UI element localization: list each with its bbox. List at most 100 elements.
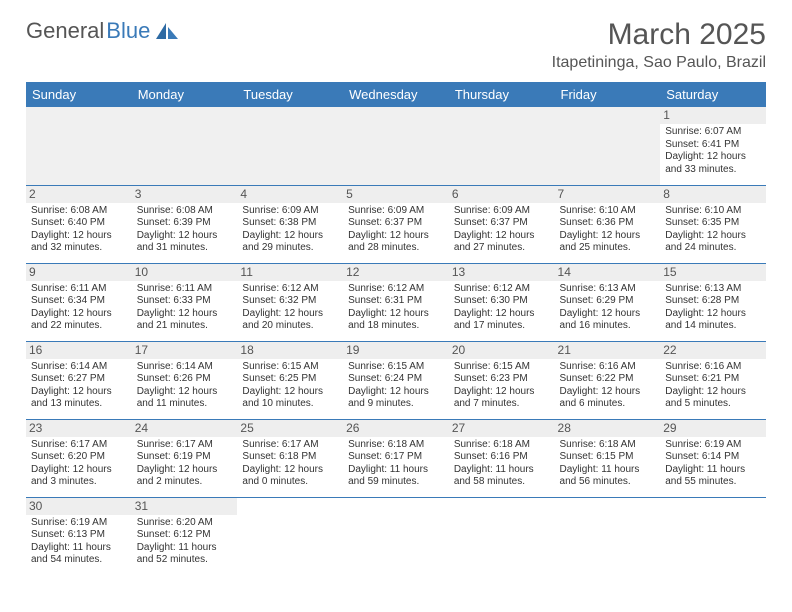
- day-number: 23: [26, 420, 132, 437]
- day-info: Sunrise: 6:08 AMSunset: 6:40 PMDaylight:…: [30, 205, 128, 255]
- day-info: Sunrise: 6:11 AMSunset: 6:34 PMDaylight:…: [30, 283, 128, 333]
- daylight-text: Daylight: 12 hours and 28 minutes.: [348, 230, 444, 255]
- location: Itapetininga, Sao Paulo, Brazil: [552, 54, 766, 72]
- sunset-text: Sunset: 6:15 PM: [560, 451, 656, 464]
- sunset-text: Sunset: 6:21 PM: [665, 373, 761, 386]
- day-number: 26: [343, 420, 449, 437]
- sunrise-text: Sunrise: 6:18 AM: [348, 439, 444, 452]
- daylight-text: Daylight: 12 hours and 25 minutes.: [560, 230, 656, 255]
- weekday-header: Sunday: [26, 82, 132, 107]
- sunrise-text: Sunrise: 6:19 AM: [665, 439, 761, 452]
- day-number: 19: [343, 342, 449, 359]
- sunset-text: Sunset: 6:22 PM: [560, 373, 656, 386]
- daylight-text: Daylight: 11 hours and 52 minutes.: [137, 542, 233, 567]
- day-info: Sunrise: 6:08 AMSunset: 6:39 PMDaylight:…: [136, 205, 234, 255]
- sunset-text: Sunset: 6:32 PM: [242, 295, 338, 308]
- day-number: 16: [26, 342, 132, 359]
- daylight-text: Daylight: 11 hours and 59 minutes.: [348, 464, 444, 489]
- daylight-text: Daylight: 12 hours and 11 minutes.: [137, 386, 233, 411]
- sunset-text: Sunset: 6:33 PM: [137, 295, 233, 308]
- daylight-text: Daylight: 12 hours and 0 minutes.: [242, 464, 338, 489]
- calendar-cell: [343, 497, 449, 575]
- day-info: Sunrise: 6:15 AMSunset: 6:25 PMDaylight:…: [241, 361, 339, 411]
- day-number: 1: [660, 107, 766, 124]
- calendar-cell: 20Sunrise: 6:15 AMSunset: 6:23 PMDayligh…: [449, 341, 555, 419]
- calendar-cell: [343, 107, 449, 185]
- sunrise-text: Sunrise: 6:14 AM: [137, 361, 233, 374]
- day-number: 14: [555, 264, 661, 281]
- day-number: 20: [449, 342, 555, 359]
- calendar-cell: 7Sunrise: 6:10 AMSunset: 6:36 PMDaylight…: [555, 185, 661, 263]
- calendar-cell: 6Sunrise: 6:09 AMSunset: 6:37 PMDaylight…: [449, 185, 555, 263]
- calendar-cell: 18Sunrise: 6:15 AMSunset: 6:25 PMDayligh…: [237, 341, 343, 419]
- sunrise-text: Sunrise: 6:20 AM: [137, 517, 233, 530]
- sunset-text: Sunset: 6:30 PM: [454, 295, 550, 308]
- day-info: Sunrise: 6:10 AMSunset: 6:36 PMDaylight:…: [559, 205, 657, 255]
- calendar-cell: [237, 107, 343, 185]
- calendar-table: Sunday Monday Tuesday Wednesday Thursday…: [26, 82, 766, 575]
- day-info: Sunrise: 6:12 AMSunset: 6:32 PMDaylight:…: [241, 283, 339, 333]
- calendar-cell: 22 Sunrise: 6:16 AMSunset: 6:21 PMDayligh…: [660, 341, 766, 419]
- calendar-cell: 5Sunrise: 6:09 AMSunset: 6:37 PMDaylight…: [343, 185, 449, 263]
- sunset-text: Sunset: 6:19 PM: [137, 451, 233, 464]
- day-info: Sunrise: 6:16 AMSunset: 6:21 PMDaylight:…: [664, 361, 762, 411]
- day-info: Sunrise: 6:18 AMSunset: 6:16 PMDaylight:…: [453, 439, 551, 489]
- day-number: 6: [449, 186, 555, 203]
- sunset-text: Sunset: 6:36 PM: [560, 217, 656, 230]
- weekday-header-row: Sunday Monday Tuesday Wednesday Thursday…: [26, 82, 766, 107]
- logo-text-1: General: [26, 18, 104, 44]
- day-info: Sunrise: 6:10 AMSunset: 6:35 PMDaylight:…: [664, 205, 762, 255]
- day-number: 17: [132, 342, 238, 359]
- daylight-text: Daylight: 12 hours and 16 minutes.: [560, 308, 656, 333]
- sunset-text: Sunset: 6:23 PM: [454, 373, 550, 386]
- calendar-cell: 15Sunrise: 6:13 AMSunset: 6:28 PMDayligh…: [660, 263, 766, 341]
- weekday-header: Saturday: [660, 82, 766, 107]
- calendar-cell: 29Sunrise: 6:19 AMSunset: 6:14 PMDayligh…: [660, 419, 766, 497]
- day-number: 29: [660, 420, 766, 437]
- sunset-text: Sunset: 6:26 PM: [137, 373, 233, 386]
- calendar-week-row: 1Sunrise: 6:07 AMSunset: 6:41 PMDaylight…: [26, 107, 766, 185]
- daylight-text: Daylight: 12 hours and 13 minutes.: [31, 386, 127, 411]
- day-number: 13: [449, 264, 555, 281]
- daylight-text: Daylight: 11 hours and 55 minutes.: [665, 464, 761, 489]
- calendar-cell: 12Sunrise: 6:12 AMSunset: 6:31 PMDayligh…: [343, 263, 449, 341]
- calendar-week-row: 9Sunrise: 6:11 AMSunset: 6:34 PMDaylight…: [26, 263, 766, 341]
- calendar-cell: 23Sunrise: 6:17 AMSunset: 6:20 PMDayligh…: [26, 419, 132, 497]
- day-info: Sunrise: 6:09 AMSunset: 6:37 PMDaylight:…: [347, 205, 445, 255]
- day-number: 27: [449, 420, 555, 437]
- sunrise-text: Sunrise: 6:09 AM: [242, 205, 338, 218]
- sunrise-text: Sunrise: 6:17 AM: [31, 439, 127, 452]
- sunset-text: Sunset: 6:17 PM: [348, 451, 444, 464]
- sunrise-text: Sunrise: 6:11 AM: [31, 283, 127, 296]
- sunset-text: Sunset: 6:38 PM: [242, 217, 338, 230]
- month-title: March 2025: [552, 18, 766, 52]
- sunrise-text: Sunrise: 6:18 AM: [454, 439, 550, 452]
- day-number: 22: [660, 342, 766, 359]
- calendar-cell: 30Sunrise: 6:19 AMSunset: 6:13 PMDayligh…: [26, 497, 132, 575]
- daylight-text: Daylight: 12 hours and 18 minutes.: [348, 308, 444, 333]
- day-info: Sunrise: 6:16 AMSunset: 6:22 PMDaylight:…: [559, 361, 657, 411]
- calendar-cell: [449, 497, 555, 575]
- sunset-text: Sunset: 6:24 PM: [348, 373, 444, 386]
- sunset-text: Sunset: 6:16 PM: [454, 451, 550, 464]
- calendar-body: 1Sunrise: 6:07 AMSunset: 6:41 PMDaylight…: [26, 107, 766, 575]
- sunrise-text: Sunrise: 6:18 AM: [560, 439, 656, 452]
- calendar-cell: 8Sunrise: 6:10 AMSunset: 6:35 PMDaylight…: [660, 185, 766, 263]
- sunrise-text: Sunrise: 6:13 AM: [665, 283, 761, 296]
- day-info: Sunrise: 6:17 AMSunset: 6:18 PMDaylight:…: [241, 439, 339, 489]
- calendar-cell: 31Sunrise: 6:20 AMSunset: 6:12 PMDayligh…: [132, 497, 238, 575]
- calendar-cell: 21Sunrise: 6:16 AMSunset: 6:22 PMDayligh…: [555, 341, 661, 419]
- daylight-text: Daylight: 12 hours and 33 minutes.: [665, 151, 761, 176]
- sunset-text: Sunset: 6:20 PM: [31, 451, 127, 464]
- day-number: 10: [132, 264, 238, 281]
- daylight-text: Daylight: 12 hours and 20 minutes.: [242, 308, 338, 333]
- calendar-week-row: 23 Sunrise: 6:17 AMSunset: 6:20 PM Dayligh…: [26, 419, 766, 497]
- sunrise-text: Sunrise: 6:08 AM: [31, 205, 127, 218]
- day-number: 25: [237, 420, 343, 437]
- sunrise-text: Sunrise: 6:08 AM: [137, 205, 233, 218]
- sunset-text: Sunset: 6:29 PM: [560, 295, 656, 308]
- sunrise-text: Sunrise: 6:10 AM: [560, 205, 656, 218]
- daylight-text: Daylight: 12 hours and 14 minutes.: [665, 308, 761, 333]
- sunrise-text: Sunrise: 6:16 AM: [665, 361, 761, 374]
- day-info: Sunrise: 6:11 AMSunset: 6:33 PMDaylight:…: [136, 283, 234, 333]
